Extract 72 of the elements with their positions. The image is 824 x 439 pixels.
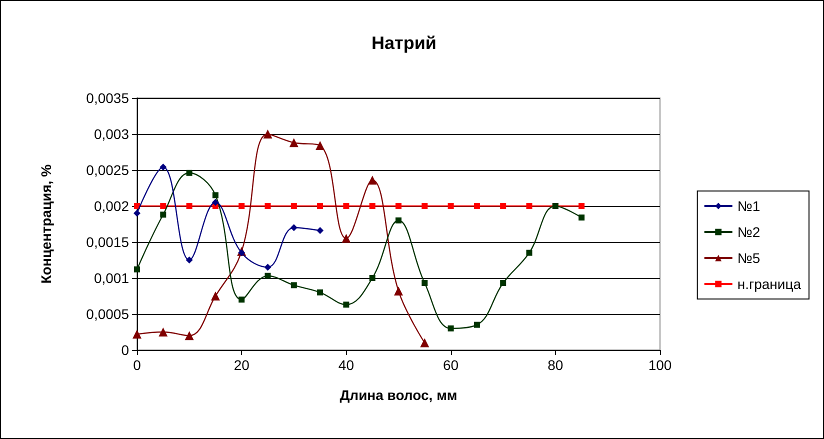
point [263,130,272,138]
y-tick-label: 0,0025 [86,162,130,178]
point [264,203,271,209]
y-tick-label: 0 [121,342,130,358]
x-tick-label: 0 [133,357,142,373]
legend-label: №2 [737,224,760,240]
point [186,203,192,209]
legend-label: н.граница [737,276,802,292]
point [422,203,428,209]
y-tick-label: 0,0035 [86,90,130,106]
point [238,203,245,209]
point [500,280,506,286]
point [578,203,585,209]
x-tick-label: 80 [548,357,564,373]
point [578,214,585,221]
point [316,141,325,150]
point [500,203,506,209]
point [474,203,480,209]
point [368,176,377,185]
point [526,250,532,256]
point [212,192,218,198]
x-tick-label: 40 [338,357,354,373]
point [289,138,298,148]
point [394,286,403,296]
point [396,217,402,224]
legend-label: №5 [737,250,760,266]
point [290,203,297,209]
x-tick-label: 100 [648,357,672,373]
legend-label: №1 [737,198,760,214]
y-tick-label: 0,003 [94,126,130,142]
point [160,164,167,171]
point [526,203,532,209]
point [369,275,376,281]
point [290,224,298,232]
point [342,234,351,243]
y-tick-label: 0,001 [94,270,130,286]
point [369,203,376,209]
y-axis-title: Концентрация, % [38,164,54,284]
y-tick-label: 0,002 [94,198,130,214]
point [158,328,168,336]
point [186,256,193,264]
point [184,331,194,340]
point [317,289,324,296]
point [474,322,480,328]
point [264,264,272,271]
y-tick-label: 0,0005 [86,306,130,322]
point [317,203,324,209]
point [343,302,350,308]
point [264,272,271,279]
point [420,338,430,348]
x-tick-label: 60 [443,357,459,373]
point [422,280,428,286]
x-axis-title: Длина волос, мм [340,387,458,403]
point [238,296,245,303]
point [160,203,166,209]
point [396,203,402,209]
point [186,170,192,176]
point [316,226,324,234]
point [448,325,454,332]
point [238,249,246,256]
point [132,330,142,339]
point [290,282,297,288]
point [134,266,140,272]
y-tick-label: 0,0015 [86,234,130,250]
x-tick-label: 20 [234,357,250,373]
chart-title: Натрий [372,33,436,53]
point [134,210,140,217]
point [210,292,220,300]
point [343,203,350,209]
point [212,198,219,206]
point [160,212,166,218]
point [448,203,454,209]
